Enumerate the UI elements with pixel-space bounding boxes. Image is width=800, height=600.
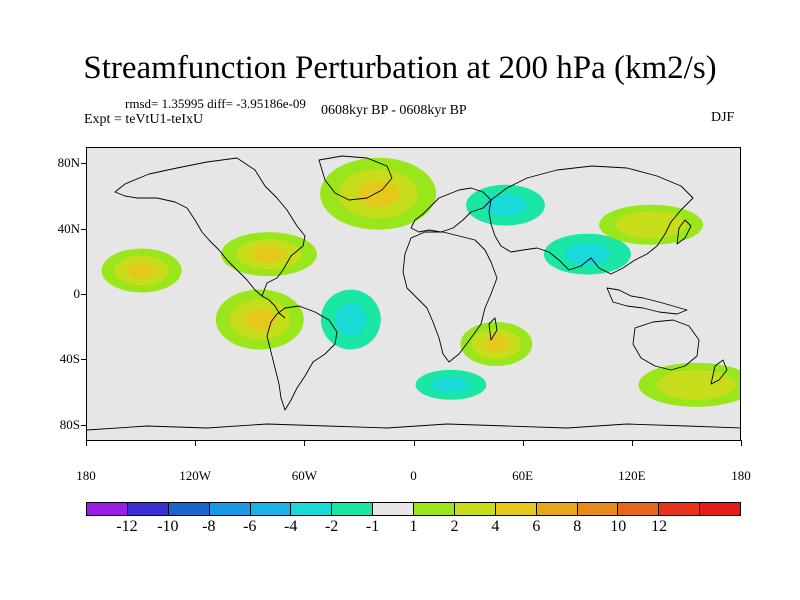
colorbar-box [659, 503, 701, 515]
y-tick-label: 40N [57, 220, 80, 236]
chart-title: Streamfunction Perturbation at 200 hPa (… [83, 50, 717, 86]
colorbar-box [168, 503, 210, 515]
coast-greenland [318, 155, 393, 201]
coastlines [87, 155, 740, 431]
y-tick-label: 80N [57, 155, 80, 171]
x-tick-label: 120E [618, 468, 646, 483]
x-tick-label: 180 [731, 468, 751, 483]
colorbar-box [700, 503, 740, 515]
y-tick-mark [81, 228, 87, 230]
x-tick-label: 0 [410, 468, 417, 483]
colorbar-box [536, 503, 578, 515]
contour-eurasia-low [484, 194, 527, 216]
contour-east-asia-high [615, 211, 687, 239]
x-tick-mark [304, 440, 306, 446]
contour-s-atlantic-low [334, 303, 367, 336]
coast-japan [676, 219, 692, 245]
colorbar-label: -6 [243, 518, 257, 535]
experiment-label: Expt = teVtU1-teIxU [84, 112, 204, 127]
colorbar-box [87, 503, 128, 515]
coast-new-zealand [710, 359, 728, 385]
map-canvas [87, 155, 740, 431]
x-tick-label: 120W [179, 468, 212, 483]
colorbar-label: 1 [409, 518, 418, 535]
x-tick-mark [195, 440, 197, 446]
x-tick-label: 60W [291, 468, 317, 483]
colorbar-box [618, 503, 660, 515]
x-tick-mark [413, 440, 415, 446]
colorbar-label: 6 [532, 518, 541, 535]
y-tick-mark [81, 294, 87, 295]
x-tick-mark [741, 440, 742, 446]
contour-s-america-high [244, 308, 276, 331]
y-tick-label: 40S [59, 351, 80, 367]
contour-asia-low [564, 243, 611, 265]
colorbar-label: -4 [284, 518, 298, 535]
colorbar-label: 4 [491, 518, 500, 535]
colorbar-label: -12 [116, 518, 138, 535]
colorbar-label: 12 [651, 518, 668, 535]
coast-south-america [266, 305, 338, 411]
rmsd-diff-stats: rmsd= 1.35995 diff= -3.95186e-09 [125, 96, 306, 111]
coast-madagascar [488, 317, 498, 341]
contour-southern-ocean-low [432, 376, 470, 393]
colorbar-label: 2 [450, 518, 459, 535]
y-tick-mark [81, 359, 87, 361]
x-tick-label: 60E [512, 468, 534, 483]
y-tick-mark [81, 163, 87, 165]
y-tick-label: 0 [73, 286, 81, 301]
x-tick-mark [631, 440, 633, 446]
colorbar-box [291, 503, 333, 515]
coast-africa [402, 231, 498, 363]
colorbar-box [127, 503, 169, 515]
coast-indonesia [606, 287, 688, 315]
colorbar-label: 8 [573, 518, 582, 535]
colorbar-box [250, 503, 292, 515]
colorbar-box [373, 503, 414, 515]
contour-s-pacific-high [657, 369, 736, 400]
colorbar-label: -8 [202, 518, 216, 535]
colorbar-box [577, 503, 619, 515]
y-tick-label: 80S [59, 416, 80, 432]
contour-indian-ocean-high [483, 336, 510, 352]
season-label: DJF [711, 110, 735, 125]
x-tick-label: 180 [76, 468, 96, 483]
colorbar [86, 502, 741, 516]
period-label: 0608kyr BP - 0608kyr BP [321, 103, 467, 118]
coast-antarctica [87, 423, 740, 431]
colorbar-box [454, 503, 496, 515]
colorbar-box [495, 503, 537, 515]
coast-australia [632, 319, 700, 371]
contour-npacific-high-east [127, 262, 156, 279]
colorbar-label: -2 [324, 518, 339, 535]
coast-central-america [261, 295, 286, 319]
coast-asia [488, 165, 694, 275]
colorbar-label: -10 [157, 518, 179, 535]
contour-north-america-high [251, 246, 287, 263]
coast-north-america [114, 157, 306, 297]
contour-north-atlantic-high [357, 180, 399, 207]
x-tick-mark [522, 440, 524, 446]
colorbar-label: -1 [365, 518, 380, 535]
map-panel [86, 147, 741, 441]
colorbar-box [332, 503, 374, 515]
colorbar-label: 10 [610, 518, 627, 535]
contour-fills [101, 157, 740, 407]
x-tick-mark [86, 440, 87, 446]
colorbar-box [209, 503, 251, 515]
y-tick-mark [81, 424, 87, 426]
colorbar-box [414, 503, 455, 515]
